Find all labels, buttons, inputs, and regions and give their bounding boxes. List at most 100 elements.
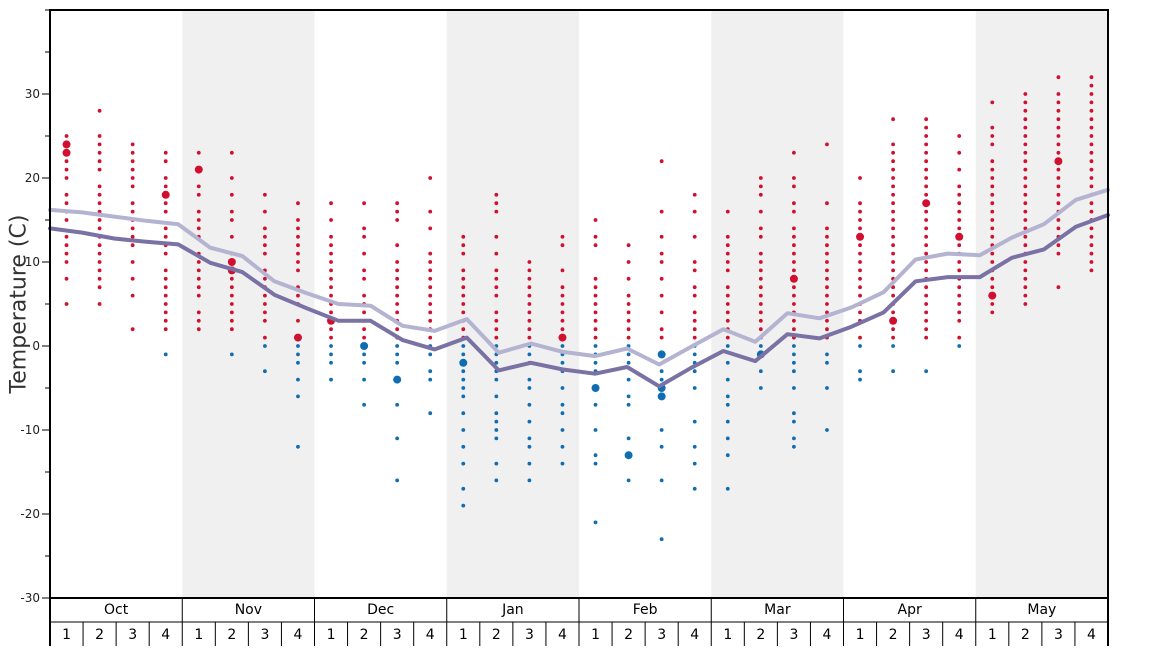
- temperature-dot: [692, 461, 697, 466]
- temperature-dot: [1089, 108, 1094, 113]
- temperature-dot: [825, 352, 829, 357]
- temperature-dot: [461, 377, 466, 382]
- temperature-dot: [924, 310, 929, 315]
- temperature-dot: [362, 251, 366, 256]
- temperature-dot: [329, 360, 333, 365]
- temperature-dot: [163, 159, 168, 164]
- temperature-dot: [362, 226, 366, 231]
- temperature-dot: [494, 310, 499, 315]
- temperature-dot: [1056, 125, 1061, 130]
- week-label: 3: [922, 627, 931, 643]
- temperature-dot: [593, 302, 598, 306]
- temperature-dot: [163, 201, 168, 206]
- temperature-dot: [461, 234, 466, 239]
- temperature-dot: [494, 201, 499, 206]
- temperature-dot: [329, 201, 333, 206]
- temperature-dot: [263, 310, 267, 315]
- temperature-dot: [1056, 192, 1061, 197]
- temperature-dot: [825, 293, 829, 298]
- temperature-dot: [1089, 226, 1094, 231]
- temperature-dot: [1056, 142, 1061, 147]
- temperature-dot: [395, 218, 400, 222]
- temperature-dot: [1056, 134, 1061, 138]
- temperature-dot: [1023, 234, 1028, 239]
- temperature-dot: [593, 243, 598, 248]
- temperature-dot: [130, 184, 135, 189]
- temperature-dot: [428, 251, 433, 256]
- temperature-dot: [1056, 218, 1061, 222]
- temperature-dot: [97, 276, 102, 281]
- temperature-dot: [659, 327, 664, 332]
- temperature-dot: [659, 260, 664, 264]
- temperature-dot: [593, 402, 598, 407]
- temperature-dot: [758, 251, 763, 256]
- temperature-dot: [329, 377, 333, 382]
- temperature-dot: [527, 327, 532, 332]
- temperature-dot: [957, 243, 962, 248]
- temperature-dot: [924, 176, 929, 180]
- temperature-dot: [1023, 167, 1028, 172]
- temperature-dot: [692, 209, 697, 214]
- temperature-dot: [461, 302, 466, 306]
- temperature-dot: [395, 293, 400, 298]
- temperature-dot: [229, 310, 234, 315]
- temperature-dot: [395, 285, 400, 290]
- temperature-dot: [593, 461, 598, 466]
- temperature-dot: [97, 243, 102, 248]
- temperature-dot-large: [657, 392, 666, 401]
- temperature-dot: [1023, 92, 1028, 96]
- temperature-dot: [560, 461, 565, 466]
- temperature-dot: [1089, 134, 1094, 138]
- temperature-dot: [296, 318, 300, 323]
- temperature-dot: [891, 142, 895, 147]
- temperature-dot: [64, 234, 69, 239]
- temperature-dot: [64, 159, 69, 164]
- temperature-dot: [196, 285, 201, 290]
- temperature-dot: [758, 327, 763, 332]
- temperature-dot: [825, 327, 829, 332]
- temperature-dot: [692, 260, 697, 264]
- temperature-dot: [395, 276, 400, 281]
- temperature-dot-large: [988, 291, 997, 300]
- temperature-dot: [296, 444, 300, 449]
- temperature-dot: [924, 318, 929, 323]
- temperature-dot: [692, 352, 697, 357]
- temperature-dot: [990, 201, 995, 206]
- temperature-dot: [692, 318, 697, 323]
- temperature-dot: [560, 402, 565, 407]
- temperature-dot: [428, 377, 433, 382]
- temperature-dot: [527, 386, 532, 390]
- temperature-dot: [1023, 260, 1028, 264]
- temperature-dot: [263, 318, 267, 323]
- temperature-dot: [1089, 209, 1094, 214]
- temperature-dot: [659, 377, 664, 382]
- temperature-dot: [792, 444, 796, 449]
- temperature-dot: [924, 369, 929, 374]
- temperature-dot: [924, 218, 929, 222]
- temperature-dot: [362, 310, 366, 315]
- temperature-dot: [163, 318, 168, 323]
- temperature-dot: [957, 167, 962, 172]
- temperature-dot: [957, 184, 962, 189]
- week-label: 4: [426, 627, 435, 643]
- temperature-dot: [560, 428, 565, 432]
- temperature-dot: [792, 285, 796, 290]
- temperature-dot: [1023, 176, 1028, 180]
- temperature-dot: [659, 159, 664, 164]
- temperature-dot: [395, 201, 400, 206]
- temperature-dot: [626, 276, 631, 281]
- month-label-dec: Dec: [367, 602, 394, 618]
- temperature-dot: [1056, 75, 1061, 80]
- week-label: 1: [856, 627, 865, 643]
- temperature-dot: [990, 302, 995, 306]
- week-label: 4: [955, 627, 964, 643]
- temperature-dot: [792, 344, 796, 348]
- temperature-dot: [825, 243, 829, 248]
- temperature-dot: [461, 461, 466, 466]
- temperature-dot: [990, 234, 995, 239]
- temperature-dot: [957, 318, 962, 323]
- temperature-dot: [758, 318, 763, 323]
- temperature-dot-large: [922, 199, 931, 208]
- temperature-dot: [163, 150, 168, 155]
- temperature-dot: [296, 243, 300, 248]
